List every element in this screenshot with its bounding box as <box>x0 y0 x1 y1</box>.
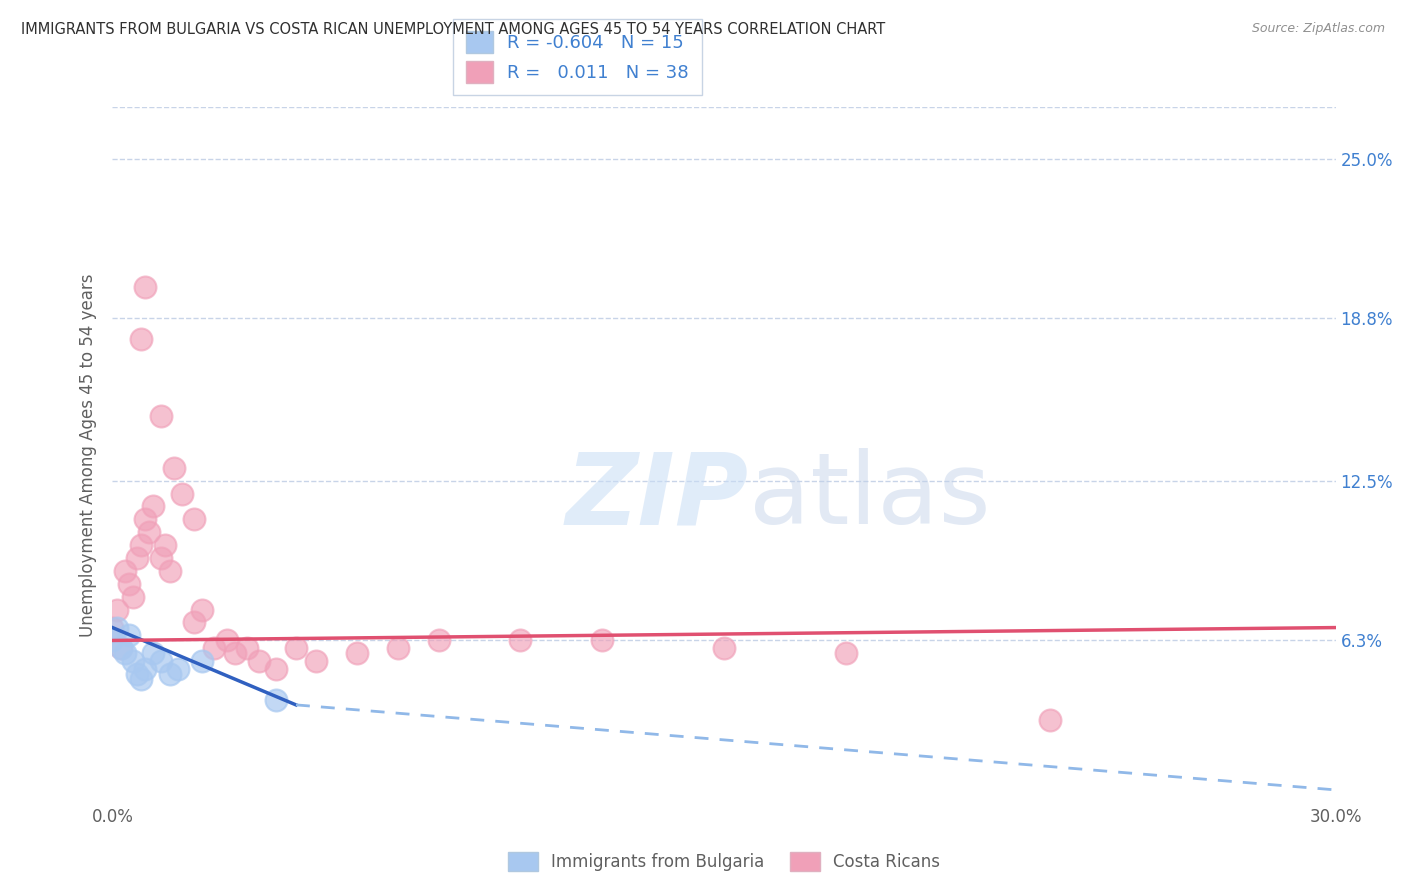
Point <box>142 500 165 514</box>
Point <box>387 641 409 656</box>
Point <box>150 409 173 424</box>
Point <box>142 646 165 660</box>
Point <box>134 662 156 676</box>
Point <box>114 646 136 660</box>
Point <box>134 512 156 526</box>
Point <box>105 602 128 616</box>
Point <box>835 646 858 660</box>
Point <box>125 551 148 566</box>
Point <box>114 564 136 578</box>
Y-axis label: Unemployment Among Ages 45 to 54 years: Unemployment Among Ages 45 to 54 years <box>79 273 97 637</box>
Point <box>125 667 148 681</box>
Point <box>110 641 132 656</box>
Point <box>129 332 152 346</box>
Text: ZIP: ZIP <box>565 448 748 545</box>
Point <box>215 633 238 648</box>
Point <box>163 460 186 475</box>
Point <box>105 621 128 635</box>
Point <box>427 633 450 648</box>
Point <box>134 280 156 294</box>
Point <box>118 576 141 591</box>
Point <box>129 672 152 686</box>
Point <box>509 633 531 648</box>
Point <box>122 654 145 668</box>
Point <box>204 641 226 656</box>
Text: Source: ZipAtlas.com: Source: ZipAtlas.com <box>1251 22 1385 36</box>
Text: atlas: atlas <box>748 448 990 545</box>
Point <box>591 633 613 648</box>
Point <box>150 551 173 566</box>
Point <box>183 615 205 630</box>
Point <box>101 633 124 648</box>
Point <box>305 654 328 668</box>
Point <box>236 641 259 656</box>
Point <box>264 662 287 676</box>
Text: IMMIGRANTS FROM BULGARIA VS COSTA RICAN UNEMPLOYMENT AMONG AGES 45 TO 54 YEARS C: IMMIGRANTS FROM BULGARIA VS COSTA RICAN … <box>21 22 886 37</box>
Point <box>166 662 188 676</box>
Point <box>224 646 246 660</box>
Point <box>191 602 214 616</box>
Point <box>159 564 181 578</box>
Point <box>150 654 173 668</box>
Point <box>346 646 368 660</box>
Point <box>159 667 181 681</box>
Point <box>713 641 735 656</box>
Point <box>101 621 124 635</box>
Point <box>122 590 145 604</box>
Point <box>183 512 205 526</box>
Point <box>247 654 270 668</box>
Legend: Immigrants from Bulgaria, Costa Ricans: Immigrants from Bulgaria, Costa Ricans <box>502 846 946 878</box>
Point <box>170 486 193 500</box>
Point <box>191 654 214 668</box>
Point <box>118 628 141 642</box>
Point <box>155 538 177 552</box>
Point <box>110 641 132 656</box>
Point <box>264 692 287 706</box>
Point <box>129 538 152 552</box>
Point <box>138 525 160 540</box>
Point <box>284 641 308 656</box>
Point <box>1039 714 1062 728</box>
